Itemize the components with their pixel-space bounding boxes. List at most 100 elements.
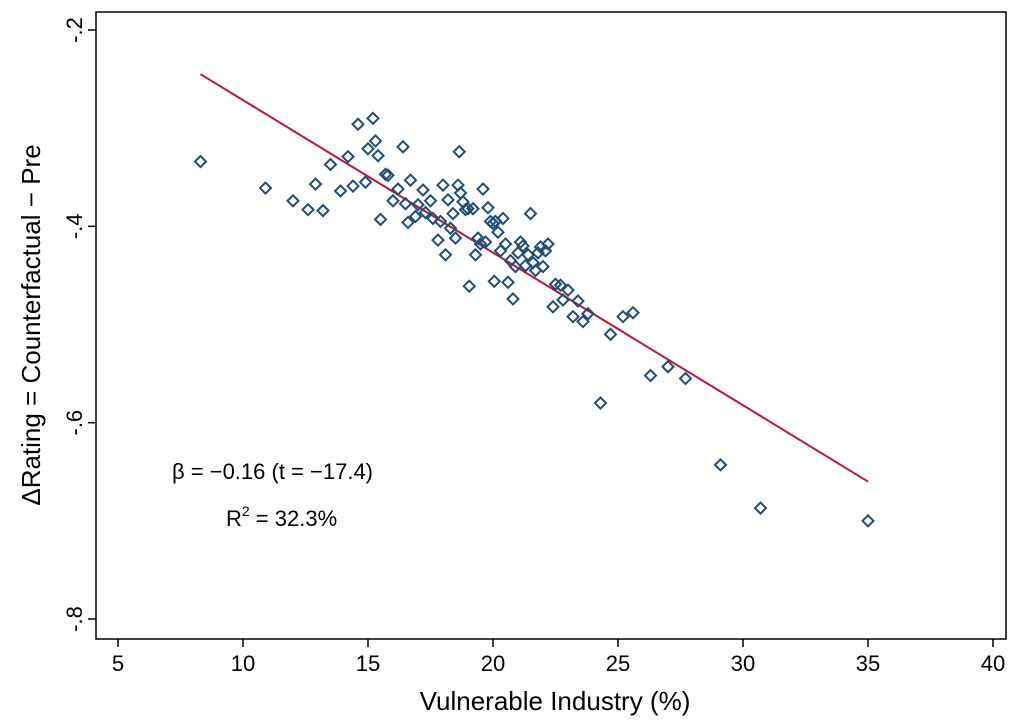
data-point xyxy=(373,212,388,227)
data-point xyxy=(358,175,373,190)
data-point xyxy=(753,501,768,515)
data-point xyxy=(553,278,568,293)
data-point xyxy=(603,327,618,342)
data-point xyxy=(536,259,550,274)
x-axis: 5 10 15 20 25 30 35 40 xyxy=(112,639,1005,676)
data-point xyxy=(411,197,425,212)
data-point xyxy=(861,513,875,528)
data-point xyxy=(616,309,630,324)
data-point xyxy=(361,141,375,156)
data-point xyxy=(713,457,728,472)
data-point xyxy=(323,157,338,172)
x-tick-label: 10 xyxy=(231,651,255,676)
y-tick-label: -.2 xyxy=(62,17,87,43)
data-point xyxy=(446,206,460,221)
data-point xyxy=(487,274,502,289)
data-point xyxy=(496,211,510,226)
data-point xyxy=(371,148,385,163)
data-point xyxy=(438,247,453,262)
data-point xyxy=(301,202,315,217)
data-point xyxy=(546,299,560,314)
data-point xyxy=(431,233,445,247)
data-point xyxy=(366,111,380,126)
x-tick-label: 35 xyxy=(856,651,880,676)
data-point xyxy=(333,184,348,198)
data-point xyxy=(351,117,365,132)
x-tick-label: 30 xyxy=(731,651,755,676)
data-point xyxy=(433,214,448,229)
data-point xyxy=(408,209,423,224)
data-point xyxy=(678,371,693,386)
data-point xyxy=(416,183,430,197)
data-point xyxy=(593,396,608,410)
data-points xyxy=(193,111,875,528)
beta-annotation: β = −0.16 (t = −17.4) xyxy=(172,459,373,484)
data-point xyxy=(401,215,415,230)
data-point xyxy=(448,231,463,246)
data-point xyxy=(476,182,490,196)
data-point xyxy=(561,283,575,298)
data-point xyxy=(193,154,208,169)
data-point xyxy=(468,247,483,262)
data-point xyxy=(368,134,383,148)
data-point xyxy=(316,203,330,218)
data-point xyxy=(286,193,300,208)
data-point xyxy=(386,193,400,208)
data-point xyxy=(258,181,273,195)
data-point xyxy=(473,237,488,251)
data-point xyxy=(426,211,440,226)
y-tick-label: -.4 xyxy=(62,213,87,239)
data-point xyxy=(398,196,413,211)
x-axis-label: Vulnerable Industry (%) xyxy=(420,686,691,716)
r2-annotation: R2 = 32.3% xyxy=(226,503,337,531)
data-point xyxy=(501,275,515,290)
x-tick-label: 40 xyxy=(981,651,1005,676)
data-point xyxy=(481,200,495,215)
data-point xyxy=(506,292,520,306)
y-tick-label: -.8 xyxy=(62,606,87,632)
y-axis-label: ΔRating = Counterfactual − Pre xyxy=(16,144,46,505)
data-point xyxy=(576,314,590,329)
x-tick-label: 25 xyxy=(606,651,630,676)
data-point xyxy=(626,305,640,320)
data-point xyxy=(441,192,455,207)
data-point xyxy=(643,368,658,383)
data-point xyxy=(571,294,585,308)
fit-line xyxy=(199,73,869,483)
x-tick-label: 5 xyxy=(112,651,124,676)
data-point xyxy=(341,149,355,164)
data-point xyxy=(516,239,530,253)
data-point xyxy=(478,235,493,249)
x-tick-label: 20 xyxy=(481,651,505,676)
data-point xyxy=(566,309,580,324)
data-point xyxy=(556,293,570,307)
data-point xyxy=(498,237,513,251)
data-point xyxy=(466,201,480,216)
data-point xyxy=(581,306,595,321)
data-point xyxy=(541,237,555,251)
data-point xyxy=(452,144,467,159)
data-point xyxy=(661,359,675,374)
data-point xyxy=(461,201,475,216)
x-tick-label: 15 xyxy=(356,651,380,676)
data-point xyxy=(508,259,523,274)
data-point xyxy=(403,173,418,188)
y-tick-label: -.6 xyxy=(62,410,87,436)
data-point xyxy=(523,206,538,221)
data-point xyxy=(391,182,405,196)
data-point xyxy=(381,168,395,183)
data-point xyxy=(436,178,450,193)
data-point xyxy=(423,193,438,208)
data-point xyxy=(378,167,393,182)
data-point xyxy=(396,139,410,154)
data-point xyxy=(346,179,360,193)
plot-frame xyxy=(95,11,1007,640)
data-point xyxy=(462,279,477,294)
data-point xyxy=(418,205,433,220)
data-point xyxy=(443,221,458,236)
data-point xyxy=(513,235,528,249)
y-axis: -.2 -.4 -.6 -.8 xyxy=(62,17,96,632)
data-point xyxy=(308,177,323,192)
